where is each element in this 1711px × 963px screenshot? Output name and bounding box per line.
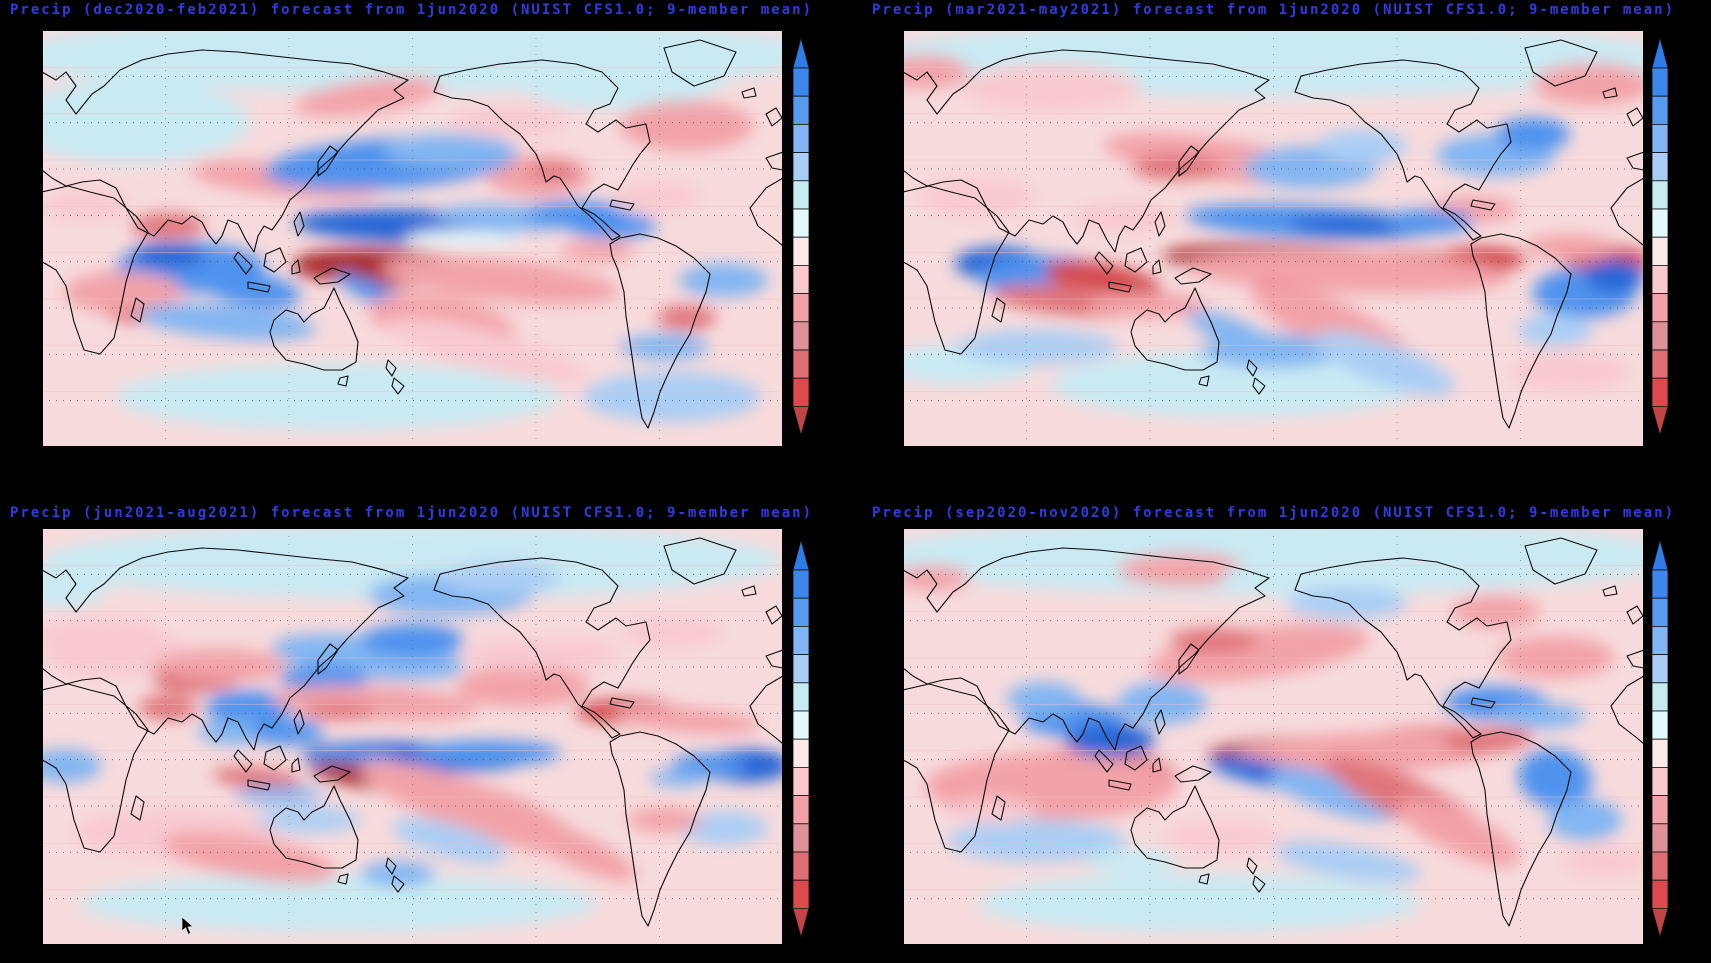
panel-title-jja: Precip (jun2021-aug2021) forecast from 1…: [10, 505, 814, 521]
mouse-cursor-icon: [181, 916, 195, 936]
panel-title-mam: Precip (mar2021-may2021) forecast from 1…: [872, 2, 1676, 18]
world-map-djf: [42, 30, 783, 447]
panel-title-djf: Precip (dec2020-feb2021) forecast from 1…: [10, 2, 814, 18]
panel-title-son: Precip (sep2020-nov2020) forecast from 1…: [872, 505, 1676, 521]
world-map-jja: [42, 528, 783, 945]
colorbar-son: [1652, 540, 1668, 937]
colorbar-jja: [793, 540, 809, 937]
world-map-son: [903, 528, 1644, 945]
colorbar-mam: [1652, 38, 1668, 435]
colorbar-djf: [793, 38, 809, 435]
world-map-mam: [903, 30, 1644, 447]
